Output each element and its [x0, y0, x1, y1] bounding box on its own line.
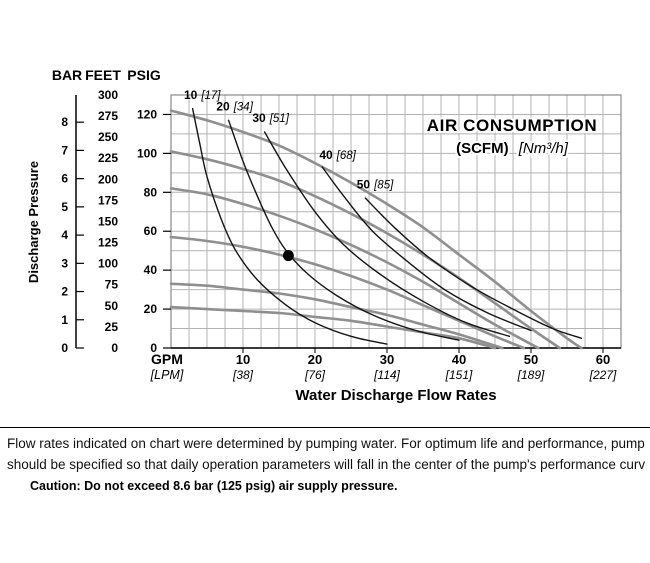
- lpm-tick-label: [151]: [445, 368, 473, 382]
- feet-tick-label: 200: [98, 172, 118, 186]
- feet-tick-label: 100: [98, 257, 118, 271]
- x-axis-title: Water Discharge Flow Rates: [295, 387, 496, 404]
- performance-curve: [169, 235, 526, 350]
- lpm-unit-label: [LPM]: [150, 368, 184, 382]
- gpm-tick-label: 40: [452, 352, 466, 367]
- air-curve-labels: 10 [17]20 [34]30 [51] 40 [68] 50 [85]: [184, 88, 394, 192]
- feet-tick-label: 225: [98, 151, 118, 165]
- gpm-tick-label: 10: [236, 352, 250, 367]
- lpm-tick-label: [189]: [517, 368, 545, 382]
- performance-chart: 8765432103002752502252001751501251007550…: [26, 67, 622, 404]
- bar-tick-label: 8: [61, 115, 68, 129]
- feet-tick-label: 0: [111, 341, 118, 355]
- chart-layers: 8765432103002752502252001751501251007550…: [61, 88, 622, 382]
- air-curve-label-nm3h: [51]: [269, 113, 290, 125]
- caution-text: Caution: Do not exceed 8.6 bar (125 psig…: [30, 479, 398, 493]
- feet-axis-header: FEET: [85, 67, 121, 83]
- psig-axis: 120 100 80 60 40 20 0: [137, 107, 171, 355]
- air-curve-label-nm3h: [68]: [336, 150, 357, 162]
- air-curve-label-scfm: 40: [319, 148, 333, 162]
- air-consumption-curve: [364, 197, 583, 339]
- air-consumption-curves: [191, 107, 583, 345]
- bar-tick-label: 1: [61, 313, 68, 327]
- lpm-tick-label: [38]: [232, 368, 254, 382]
- gpm-tick-label: 20: [308, 352, 322, 367]
- y-axis-title: Discharge Pressure: [26, 161, 41, 283]
- feet-tick-label: 175: [98, 193, 118, 207]
- performance-curve: [169, 282, 504, 350]
- air-curve-label-30: 30 [51]: [252, 111, 289, 125]
- lpm-tick-label: [76]: [304, 368, 326, 382]
- air-curve-label-scfm: 30: [252, 111, 266, 125]
- bar-axis-header: BAR: [52, 67, 82, 83]
- chart-subtitle: (SCFM) [Nm³/h]: [456, 140, 569, 157]
- bar-tick-label: 3: [61, 256, 68, 270]
- feet-tick-label: 50: [105, 299, 119, 313]
- lpm-tick-label: [227]: [589, 368, 617, 382]
- air-consumption-curve: [321, 166, 532, 332]
- psig-tick-label: 100: [137, 146, 157, 160]
- air-curve-label-scfm: 10: [184, 88, 198, 102]
- performance-curve: [169, 109, 583, 350]
- air-curve-label-10: 10 [17]: [184, 88, 221, 102]
- psig-tick-label: 60: [144, 224, 158, 238]
- psig-tick-label: 0: [150, 341, 157, 355]
- chart-title: AIR CONSUMPTION: [427, 116, 598, 135]
- performance-curve: [169, 305, 497, 350]
- air-curve-label-nm3h: [17]: [200, 90, 221, 102]
- bar-axis: 8 7 6 5 4 3 2 1 0: [61, 95, 84, 355]
- footnote-line-2: should be specified so that daily operat…: [7, 457, 646, 472]
- air-curve-label-nm3h: [34]: [233, 102, 254, 114]
- psig-axis-header: PSIG: [127, 67, 161, 83]
- feet-tick-label: 125: [98, 236, 118, 250]
- gpm-unit-label: GPM: [151, 351, 183, 367]
- air-curve-label-50: 50 [85]: [357, 177, 394, 191]
- air-curve-label-scfm: 20: [216, 100, 230, 114]
- subtitle-scfm: (SCFM): [456, 140, 509, 157]
- feet-tick-label: 250: [98, 130, 118, 144]
- air-consumption-curve: [263, 131, 511, 337]
- air-curve-label-40: 40 [68]: [319, 148, 356, 162]
- performance-curves: [169, 109, 583, 350]
- feet-tick-label: 300: [98, 88, 118, 102]
- psig-tick-label: 40: [144, 263, 158, 277]
- air-curve-label-nm3h: [85]: [373, 179, 394, 191]
- gpm-tick-label: 60: [596, 352, 610, 367]
- bar-tick-label: 5: [61, 200, 68, 214]
- bar-tick-label: 7: [61, 143, 68, 157]
- operating-point-dot: [282, 250, 294, 262]
- feet-tick-label: 150: [98, 214, 118, 228]
- air-curve-label-scfm: 50: [357, 177, 371, 191]
- lpm-tick-label: [114]: [373, 368, 400, 382]
- gpm-tick-label: 30: [380, 352, 394, 367]
- psig-tick-label: 120: [137, 107, 157, 121]
- psig-tick-label: 80: [144, 185, 158, 199]
- footer-divider: [0, 427, 650, 428]
- footnote-line-1: Flow rates indicated on chart were deter…: [7, 436, 645, 451]
- air-consumption-curve: [227, 119, 460, 341]
- bar-tick-label: 2: [61, 285, 68, 299]
- performance-curve: [169, 150, 562, 350]
- performance-curve: [169, 187, 540, 350]
- x-axis-ticks: 10[38] 20[76] 30[114] 40[151] 50[189] 60[227]: [232, 348, 617, 382]
- psig-tick-label: 20: [144, 302, 158, 316]
- feet-tick-label: 275: [98, 109, 118, 123]
- feet-tick-label: 75: [105, 278, 119, 292]
- air-consumption-curve: [191, 107, 388, 345]
- footnote: Flow rates indicated on chart were deter…: [7, 433, 650, 475]
- gpm-tick-label: 50: [524, 352, 538, 367]
- bar-tick-label: 6: [61, 172, 68, 186]
- feet-tick-label: 25: [105, 320, 119, 334]
- bar-tick-label: 0: [61, 341, 68, 355]
- bar-tick-label: 4: [61, 228, 68, 242]
- subtitle-nm3h: [Nm³/h]: [518, 140, 569, 157]
- air-curve-label-20: 20 [34]: [216, 100, 253, 114]
